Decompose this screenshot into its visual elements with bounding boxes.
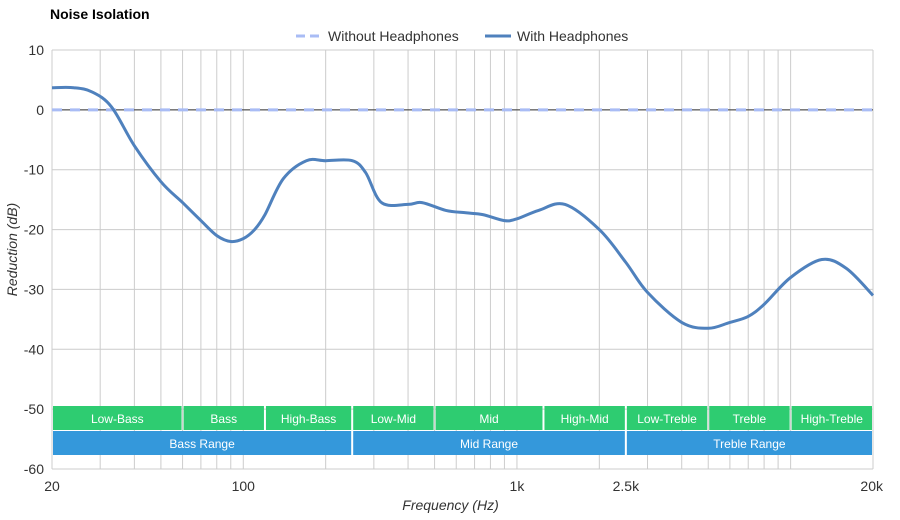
frequency-band-label: Low-Treble	[637, 412, 697, 426]
frequency-band-label: High-Bass	[281, 412, 336, 426]
frequency-band-label: Treble	[733, 412, 767, 426]
y-tick-label: 0	[36, 102, 44, 118]
x-tick-label: 20	[44, 478, 60, 494]
frequency-band	[353, 431, 625, 455]
frequency-band-label: Treble Range	[713, 437, 786, 451]
y-axis-title: Reduction (dB)	[4, 203, 20, 296]
x-tick-label: 1k	[510, 478, 526, 494]
frequency-band-label: High-Treble	[801, 412, 864, 426]
frequency-band	[53, 406, 182, 430]
x-tick-label: 2.5k	[613, 478, 640, 494]
chart-title: Noise Isolation	[50, 6, 150, 22]
frequency-band-label: High-Mid	[561, 412, 609, 426]
series-line-with-headphones	[51, 85, 875, 330]
frequency-band	[435, 406, 543, 430]
y-tick-label: -50	[24, 401, 44, 417]
frequency-band	[544, 406, 625, 430]
x-tick-label: 100	[232, 478, 256, 494]
frequency-band-label: Mid Range	[460, 437, 518, 451]
frequency-band	[183, 406, 264, 430]
frequency-band	[709, 406, 790, 430]
frequency-band	[53, 431, 352, 455]
legend-item-with-headphones-label: With Headphones	[517, 28, 628, 44]
frequency-band	[626, 406, 708, 430]
y-tick-label: -10	[24, 162, 44, 178]
legend-item-without-headphones-label: Without Headphones	[328, 28, 459, 44]
frequency-band-label: Low-Bass	[91, 412, 144, 426]
y-tick-label: -40	[24, 341, 44, 357]
y-tick-label: 10	[28, 42, 44, 58]
y-tick-label: -20	[24, 222, 44, 238]
frequency-band	[626, 431, 872, 455]
frequency-band-label: Mid	[479, 412, 498, 426]
x-axis-title: Frequency (Hz)	[402, 497, 498, 513]
y-tick-label: -30	[24, 281, 44, 297]
frequency-band	[791, 406, 872, 430]
y-tick-label: -60	[24, 461, 44, 477]
frequency-band-label: Bass	[210, 412, 237, 426]
frequency-band-label: Low-Mid	[371, 412, 416, 426]
frequency-band	[265, 406, 352, 430]
x-tick-label: 20k	[860, 478, 884, 494]
frequency-band-label: Bass Range	[169, 437, 235, 451]
frequency-band	[353, 406, 434, 430]
